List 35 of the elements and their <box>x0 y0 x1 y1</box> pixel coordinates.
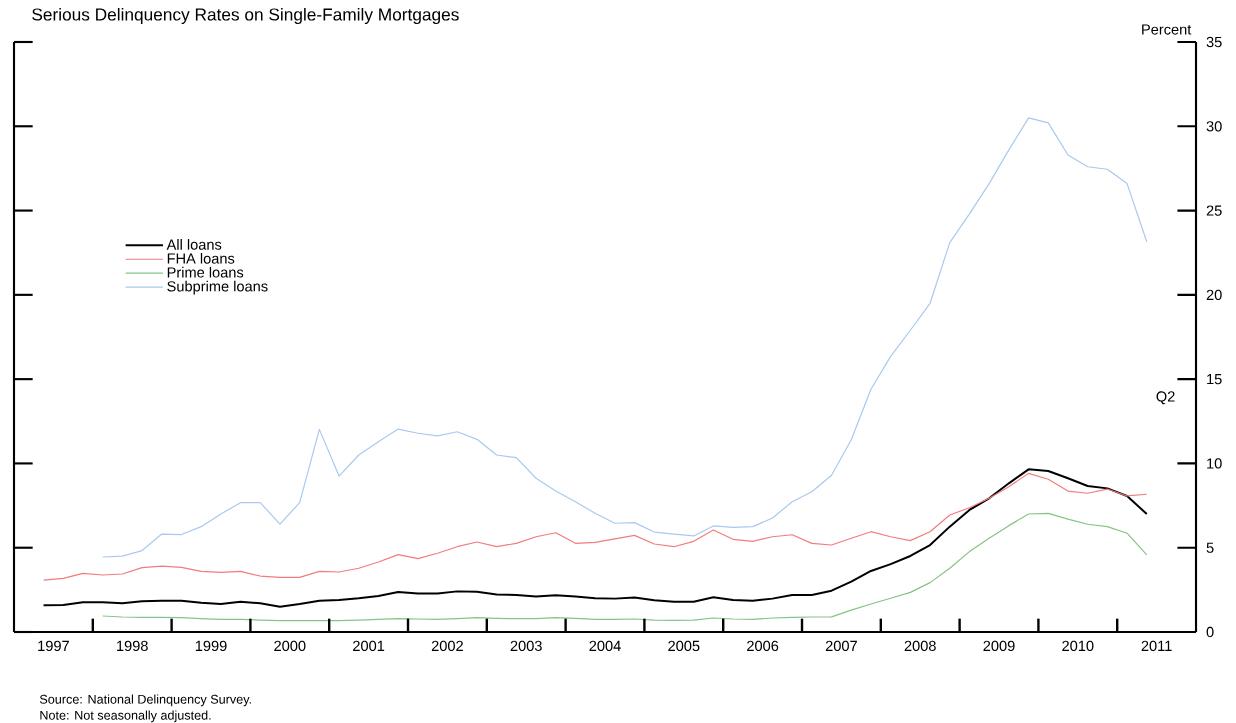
x-tick-label: 2004 <box>589 640 621 652</box>
y-tick-label: 10 <box>1207 458 1222 469</box>
legend-label: All loans <box>166 239 222 250</box>
line-series <box>42 468 1148 608</box>
y-tick-label: 0 <box>1206 626 1214 638</box>
y-tick-label: 35 <box>1206 36 1222 48</box>
x-tick-label: 2006 <box>747 640 779 652</box>
y-tick-label: 15 <box>1207 374 1222 385</box>
line-series <box>102 117 1148 558</box>
y-tick-label: 30 <box>1206 121 1222 132</box>
x-tick-label: 2008 <box>904 640 936 652</box>
x-tick-label: 1999 <box>195 640 227 652</box>
y-axis-title: Percent <box>1142 24 1192 35</box>
x-tick-label: 2011 <box>1141 640 1172 652</box>
legend-label: Prime loans <box>167 266 244 278</box>
y-tick-label: 5 <box>1206 542 1214 553</box>
x-tick-label: 1997 <box>38 640 69 652</box>
legend-label: FHA loans <box>167 252 235 264</box>
text: Note: Not seasonally adjusted. <box>40 710 211 723</box>
x-tick-label: 2002 <box>431 640 463 652</box>
legend-label: Subprime loans <box>167 280 268 295</box>
x-tick-label: 1998 <box>117 640 148 652</box>
x-tick-label: 2009 <box>983 640 1015 652</box>
line-series <box>42 472 1148 581</box>
source-note: Source: National Delinquency Survey. <box>39 694 251 707</box>
y-tick-label: 25 <box>1206 205 1222 216</box>
x-tick-label: 2001 <box>353 640 385 652</box>
x-tick-label: 2010 <box>1062 640 1094 652</box>
x-tick-label: 2005 <box>668 640 700 652</box>
y-tick-label: 20 <box>1206 289 1222 301</box>
x-tick-label: 2003 <box>510 640 542 652</box>
annotation: Q2 <box>1156 391 1175 405</box>
x-tick-label: 2000 <box>274 640 306 652</box>
chart-title: Serious Delinquency Rates on Single-Family Mortgages <box>32 7 459 25</box>
x-tick-label: 2007 <box>825 640 857 652</box>
